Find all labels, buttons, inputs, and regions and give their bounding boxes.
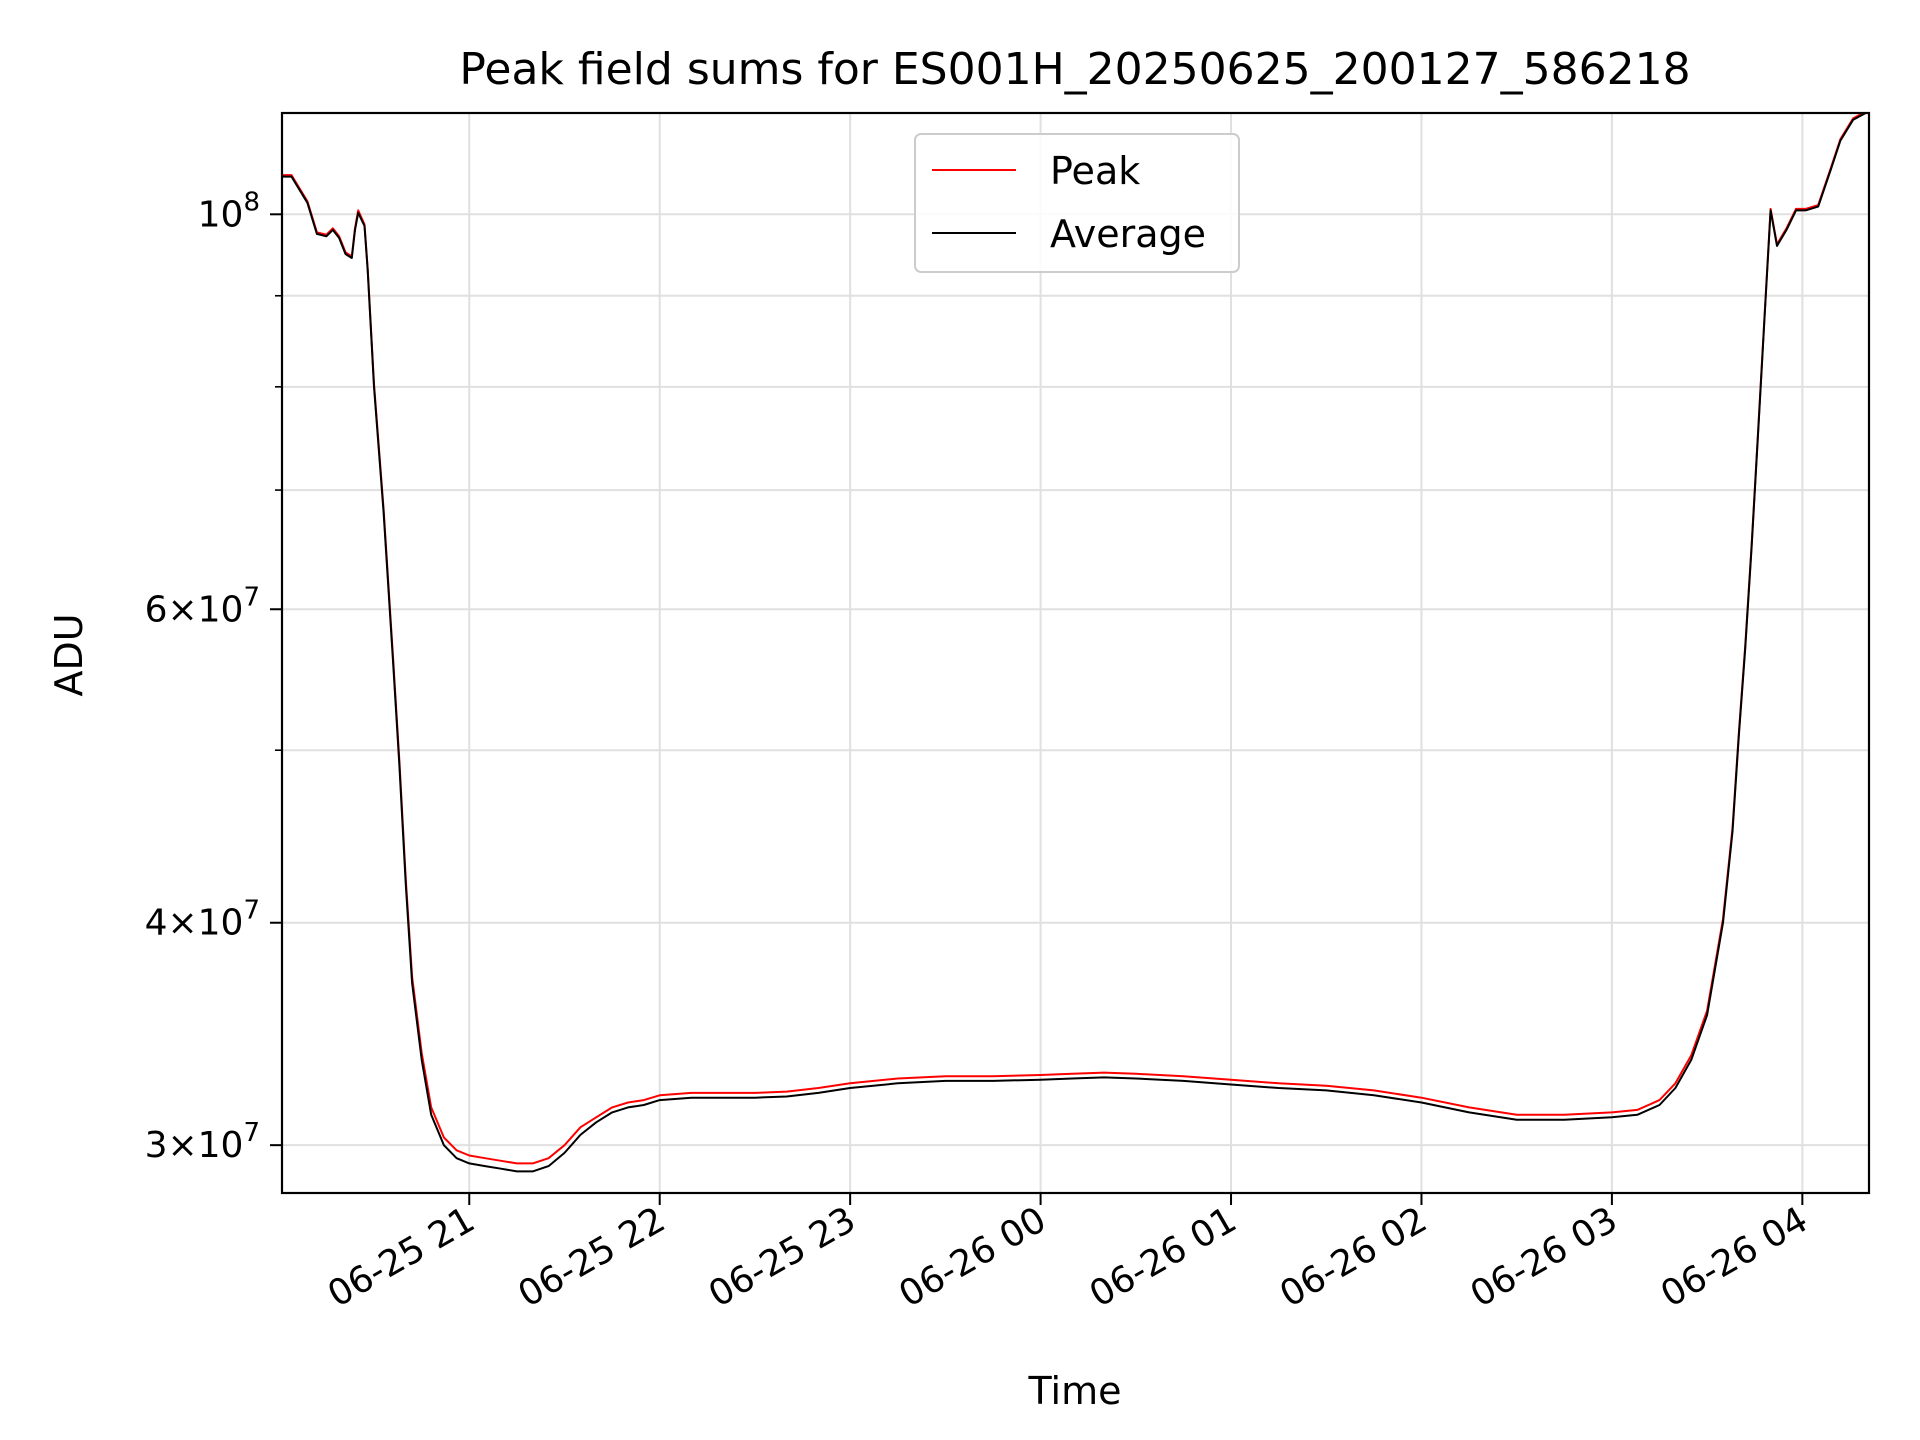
y-tick-label-0: 3×107 xyxy=(145,1118,260,1166)
grid-lines xyxy=(282,113,1869,1193)
y-tick-label-1: 4×107 xyxy=(145,896,260,944)
legend-peak-label: Peak xyxy=(1050,149,1140,193)
x-axis-label: Time xyxy=(1028,1369,1122,1413)
legend-box xyxy=(914,133,1240,273)
axes-frame xyxy=(280,111,1871,1195)
y-tick-label-3: 108 xyxy=(198,187,260,235)
y-axis: 3×107 4×107 6×107 108 xyxy=(145,187,282,1166)
plot-series xyxy=(282,113,1867,1173)
legend: Peak Average xyxy=(914,133,1240,273)
series-line-average xyxy=(282,113,1867,1173)
chart-title: Peak field sums for ES001H_20250625_2001… xyxy=(459,44,1690,95)
legend-average-label: Average xyxy=(1050,212,1206,256)
y-tick-label-2: 6×107 xyxy=(145,582,260,630)
y-axis-label: ADU xyxy=(47,613,91,696)
